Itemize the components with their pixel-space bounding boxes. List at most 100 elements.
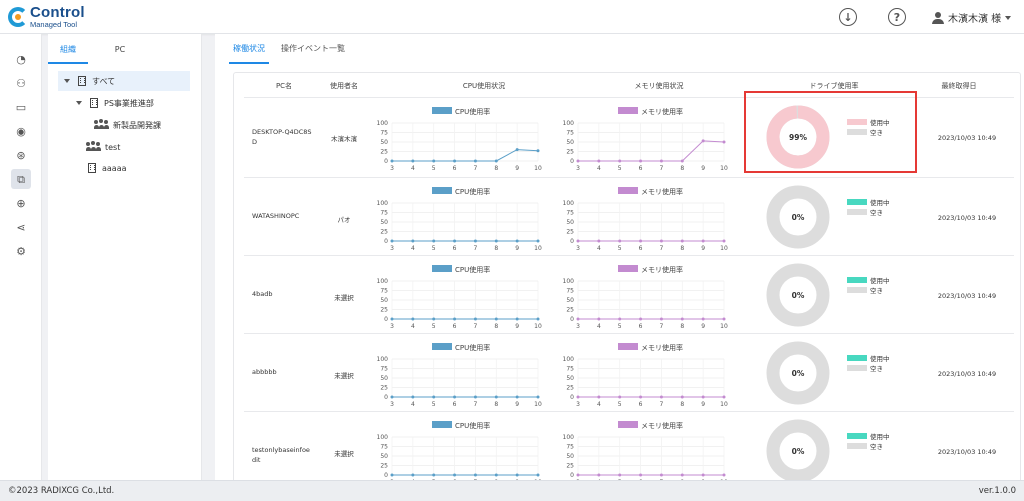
- mem-data-point[interactable]: [639, 395, 643, 399]
- mem-data-point[interactable]: [680, 159, 684, 163]
- mem-data-point[interactable]: [618, 395, 622, 399]
- cpu-data-point[interactable]: [390, 159, 394, 163]
- mem-data-point[interactable]: [597, 317, 601, 321]
- rail-download-circle[interactable]: ⊕: [11, 193, 31, 213]
- cpu-data-point[interactable]: [494, 317, 498, 321]
- mem-data-point[interactable]: [618, 159, 622, 163]
- cpu-data-point[interactable]: [494, 239, 498, 243]
- cpu-data-point[interactable]: [536, 149, 540, 153]
- drive-free-slice[interactable]: [766, 263, 830, 327]
- mem-data-point[interactable]: [576, 395, 580, 399]
- tab-pc[interactable]: PC: [114, 45, 126, 54]
- mem-data-point[interactable]: [597, 473, 601, 477]
- user-menu[interactable]: 木濱木濱 様: [932, 10, 1012, 25]
- rail-disc[interactable]: ◉: [11, 121, 31, 141]
- mem-data-point[interactable]: [659, 239, 663, 243]
- rail-computer[interactable]: ▭: [11, 97, 31, 117]
- cpu-data-point[interactable]: [411, 473, 415, 477]
- drive-free-slice[interactable]: [766, 185, 830, 249]
- mem-data-point[interactable]: [659, 159, 663, 163]
- tree-item[interactable]: test: [86, 137, 120, 157]
- tab-organization[interactable]: 組織: [48, 42, 88, 64]
- tree-item[interactable]: aaaaa: [88, 158, 127, 178]
- cpu-data-point[interactable]: [432, 473, 436, 477]
- cpu-data-point[interactable]: [432, 159, 436, 163]
- app-logo[interactable]: Control Managed Tool: [8, 5, 85, 31]
- drive-free-slice[interactable]: [766, 341, 830, 405]
- mem-data-point[interactable]: [722, 395, 726, 399]
- legend-free[interactable]: 空き: [847, 207, 890, 217]
- mem-data-point[interactable]: [680, 317, 684, 321]
- mem-data-point[interactable]: [597, 159, 601, 163]
- legend-free[interactable]: 空き: [847, 363, 890, 373]
- cpu-data-point[interactable]: [432, 395, 436, 399]
- tree-item[interactable]: 新製品開発課: [94, 115, 161, 135]
- table-row[interactable]: abbbbb 未選択 CPU使用率 0 25 50 75 100 3 4 5 6 7 8 9 10 メモリ使用率…: [234, 335, 1020, 413]
- mem-data-point[interactable]: [680, 239, 684, 243]
- tree-item[interactable]: すべて: [58, 71, 190, 91]
- cpu-data-point[interactable]: [390, 239, 394, 243]
- cpu-data-point[interactable]: [390, 317, 394, 321]
- cpu-data-point[interactable]: [390, 473, 394, 477]
- cpu-data-point[interactable]: [515, 317, 519, 321]
- cpu-data-point[interactable]: [411, 395, 415, 399]
- legend-used[interactable]: 使用中: [847, 117, 890, 127]
- mem-data-point[interactable]: [576, 317, 580, 321]
- cpu-data-point[interactable]: [494, 473, 498, 477]
- cpu-data-point[interactable]: [536, 473, 540, 477]
- mem-data-point[interactable]: [659, 317, 663, 321]
- table-row[interactable]: 4badb 未選択 CPU使用率 0 25 50 75 100 3 4 5 6 7 8 9 10 メモリ使用率 0…: [234, 257, 1020, 335]
- mem-data-point[interactable]: [659, 473, 663, 477]
- table-row[interactable]: WATASHINOPC パオ CPU使用率 0 25 50 75 100 3 4 5 6 7 8 9 10 メモ…: [234, 179, 1020, 257]
- tab-operation-status[interactable]: 稼働状況: [229, 42, 269, 64]
- cpu-data-point[interactable]: [411, 159, 415, 163]
- cpu-data-point[interactable]: [432, 317, 436, 321]
- mem-data-point[interactable]: [722, 473, 726, 477]
- cpu-data-point[interactable]: [536, 317, 540, 321]
- tree-item[interactable]: PS事業推進部: [76, 93, 154, 113]
- download-icon[interactable]: ↓: [839, 8, 857, 26]
- legend-free[interactable]: 空き: [847, 441, 890, 451]
- cpu-data-point[interactable]: [453, 239, 457, 243]
- mem-data-point[interactable]: [639, 159, 643, 163]
- cpu-data-point[interactable]: [453, 317, 457, 321]
- cpu-data-point[interactable]: [453, 473, 457, 477]
- cpu-data-point[interactable]: [473, 317, 477, 321]
- rail-chart[interactable]: ⧉: [11, 169, 31, 189]
- tab-operation-events[interactable]: 操作イベント一覧: [281, 44, 345, 53]
- expand-arrow-icon[interactable]: [64, 79, 70, 83]
- mem-data-point[interactable]: [722, 140, 726, 144]
- cpu-data-point[interactable]: [411, 239, 415, 243]
- cpu-data-point[interactable]: [453, 159, 457, 163]
- mem-data-point[interactable]: [701, 239, 705, 243]
- rail-user-settings[interactable]: ⚙: [11, 241, 31, 261]
- expand-arrow-icon[interactable]: [76, 101, 82, 105]
- table-row[interactable]: DESKTOP-Q4DC8SD 木濱木濱 CPU使用率 0 25 50 75 100 3 4 5 6 7…: [234, 99, 1020, 177]
- cpu-data-point[interactable]: [473, 473, 477, 477]
- cpu-data-point[interactable]: [390, 395, 394, 399]
- cpu-data-point[interactable]: [473, 159, 477, 163]
- legend-free[interactable]: 空き: [847, 285, 890, 295]
- mem-data-point[interactable]: [639, 317, 643, 321]
- legend-used[interactable]: 使用中: [847, 353, 890, 363]
- mem-data-point[interactable]: [639, 239, 643, 243]
- mem-data-point[interactable]: [659, 395, 663, 399]
- cpu-data-point[interactable]: [432, 239, 436, 243]
- mem-data-point[interactable]: [618, 239, 622, 243]
- mem-data-point[interactable]: [722, 239, 726, 243]
- legend-used[interactable]: 使用中: [847, 431, 890, 441]
- cpu-data-point[interactable]: [494, 395, 498, 399]
- mem-data-point[interactable]: [701, 317, 705, 321]
- mem-data-point[interactable]: [701, 139, 705, 143]
- cpu-data-point[interactable]: [515, 148, 519, 152]
- rail-dashboard[interactable]: ◔: [11, 49, 31, 69]
- mem-data-point[interactable]: [722, 317, 726, 321]
- mem-data-point[interactable]: [680, 395, 684, 399]
- help-icon[interactable]: ?: [888, 8, 906, 26]
- mem-data-point[interactable]: [576, 159, 580, 163]
- cpu-data-point[interactable]: [473, 239, 477, 243]
- mem-data-point[interactable]: [576, 239, 580, 243]
- rail-organization[interactable]: ⚇: [11, 73, 31, 93]
- legend-used[interactable]: 使用中: [847, 275, 890, 285]
- mem-data-point[interactable]: [618, 473, 622, 477]
